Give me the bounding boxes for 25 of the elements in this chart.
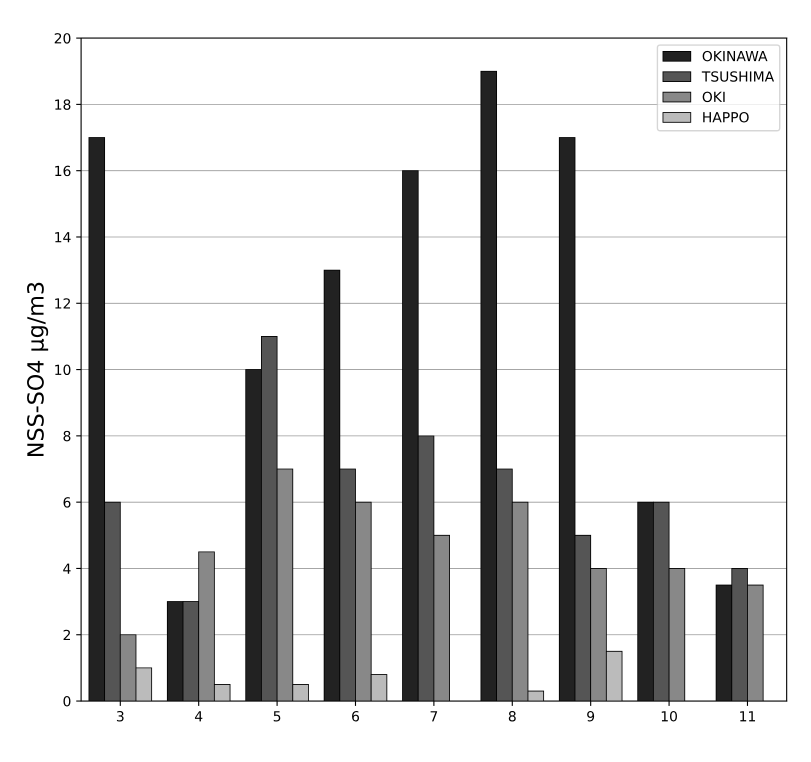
legend-label: HAPPO [703, 112, 749, 123]
x-tick-label: 8 [508, 711, 516, 722]
y-tick-label: 14 [55, 232, 71, 242]
y-tick-label: 12 [55, 298, 70, 309]
legend-label: OKI [702, 92, 725, 102]
x-tick-label: 6 [352, 711, 360, 722]
y-axis-title: NSS-SO4 μg/m3 [27, 282, 48, 456]
y-tick-label: 16 [55, 166, 71, 176]
x-tick-label: 4 [194, 711, 202, 722]
y-tick-label: 4 [63, 564, 71, 574]
legend-label: TSUSHIMA [702, 71, 774, 82]
y-tick-label: 2 [64, 630, 70, 640]
y-tick-label: 8 [63, 430, 70, 442]
x-tick-label: 9 [587, 711, 594, 722]
y-tick-label: 0 [63, 696, 70, 707]
y-tick-label: 18 [55, 99, 70, 110]
x-tick-label: 3 [116, 711, 124, 722]
y-tick-label: 20 [54, 33, 70, 44]
x-tick-label: 5 [274, 711, 280, 722]
legend-label: OKINAWA [702, 50, 768, 62]
x-tick-label: 7 [430, 711, 438, 722]
y-tick-label: 10 [55, 364, 70, 376]
x-tick-label: 11 [740, 711, 756, 722]
y-tick-label: 6 [64, 497, 71, 508]
x-tick-label: 10 [662, 711, 677, 722]
